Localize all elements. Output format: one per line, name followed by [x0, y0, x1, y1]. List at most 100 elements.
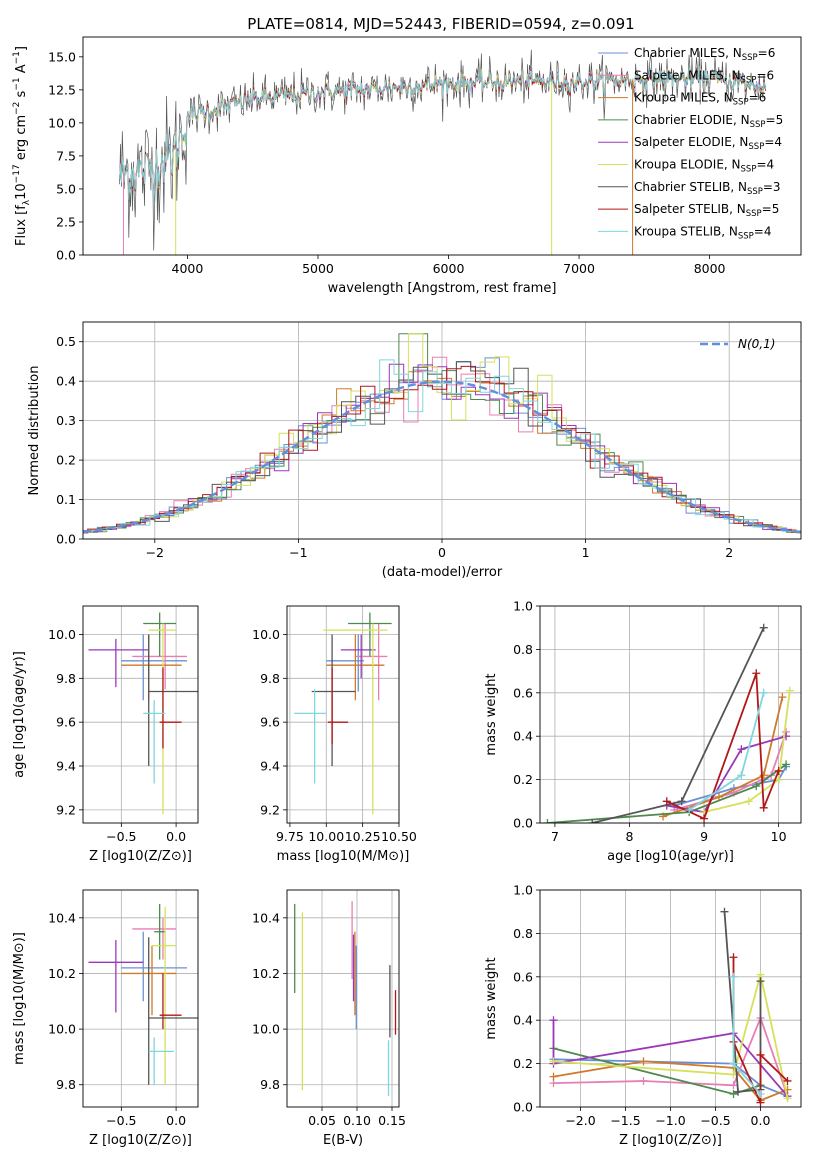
axes-weight_vs_age: 7 8 9 10 0.0 0.2 0.4 0.6 0.8 1.0 age [log10(age/yr… — [484, 599, 802, 864]
y-tick-label: 9.8 — [260, 671, 280, 686]
y-axis-label-part: ] — [14, 46, 29, 51]
x-tick-label: 9.75 — [276, 829, 304, 844]
y-tick-label: 0.0 — [513, 1100, 533, 1115]
weight-marker-kroupa_stelib — [756, 1089, 765, 1098]
x-tick-label: −1 — [289, 545, 307, 560]
x-tick-label: −2 — [146, 545, 164, 560]
x-tick-label: 9 — [700, 829, 708, 844]
weight-marker-chabrier_stelib — [588, 819, 597, 823]
y-tick-label: 9.2 — [260, 802, 280, 817]
legend-subscript: SSP — [733, 98, 749, 108]
y-axis-label: Flux [fλ10−17 erg cm−2 s−1 A−1] — [12, 46, 32, 246]
x-tick-label: 10 — [771, 829, 787, 844]
x-tick-label: 0 — [438, 545, 446, 560]
legend-suffix: =5 — [766, 113, 784, 127]
weight-line-kroupa_elodie — [553, 974, 789, 1099]
y-axis-label-part: λ — [22, 199, 32, 205]
y-tick-label: 0.6 — [513, 685, 533, 700]
y-axis-label: Normed distribution — [27, 366, 42, 496]
legend-subscript: SSP — [741, 165, 757, 175]
y-tick-label: 9.4 — [56, 759, 76, 774]
x-axis-label: wavelength [Angstrom, rest frame] — [328, 281, 557, 296]
legend-subscript: SSP — [742, 53, 758, 63]
weight-line-kroupa_elodie — [703, 690, 791, 813]
weight-marker-chabrier_stelib — [677, 797, 686, 806]
y-tick-label: 0.2 — [56, 453, 76, 468]
weight-marker-kroupa_stelib — [759, 688, 768, 697]
figure-title: PLATE=0814, MJD=52443, FIBERID=0594, z=0… — [247, 15, 634, 33]
x-tick-label: 10.50 — [381, 829, 417, 844]
x-axis-label: Z [log10(Z/Z⊙)] — [89, 849, 192, 864]
axes-frame — [286, 889, 400, 1108]
y-tick-label: 9.8 — [56, 1077, 76, 1092]
y-axis-label-part: −2 — [12, 102, 22, 115]
weight-marker-salpeter_miles — [729, 1081, 738, 1090]
y-tick-label: 0.6 — [513, 969, 533, 984]
y-tick-label: 0.8 — [513, 642, 533, 657]
y-tick-label: 0.0 — [56, 532, 76, 547]
legend-prefix: Salpeter ELODIE, N — [634, 135, 748, 149]
y-tick-label: 9.2 — [56, 802, 76, 817]
hist-step-kroupa_stelib — [83, 359, 801, 533]
hist-step-chabrier_elodie — [83, 333, 801, 534]
weight-marker-chabrier_elodie — [752, 782, 761, 791]
weight-marker-kroupa_elodie — [785, 686, 794, 695]
legend-prefix: Chabrier STELIB, N — [634, 180, 747, 194]
y-tick-label: 0.4 — [513, 729, 533, 744]
plot-area-weight_vs_age — [543, 623, 794, 823]
axes-frame — [539, 605, 802, 824]
y-tick-label: 0.4 — [513, 1013, 533, 1028]
y-tick-label: 10.0 — [48, 1022, 76, 1037]
x-tick-label: 5000 — [302, 261, 334, 276]
x-axis-label: E(B-V) — [323, 1133, 363, 1148]
y-tick-label: 9.4 — [260, 759, 280, 774]
weight-marker-salpeter_elodie — [549, 1016, 558, 1025]
x-tick-label: −0.5 — [106, 829, 136, 844]
x-tick-label: 0.0 — [166, 829, 186, 844]
weight-marker-chabrier_elodie — [729, 1089, 738, 1098]
y-tick-label: 9.8 — [260, 1077, 280, 1092]
weight-line-kroupa_miles — [662, 696, 784, 818]
axes-weight_vs_Z: −2.0 −1.5 −1.0 −0.5 0.0 0.0 0.2 0.4 0.6 0.8 1.0 Z [… — [484, 883, 802, 1148]
y-tick-label: 9.8 — [56, 671, 76, 686]
x-tick-label: −2.0 — [565, 1113, 595, 1128]
plot-area-weight_vs_Z — [549, 907, 792, 1107]
weight-marker-kroupa_elodie — [783, 1094, 792, 1103]
weight-marker-salpeter_stelib — [752, 669, 761, 678]
legend-entry-kroupa_miles: Kroupa MILES, NSSP=6 — [634, 91, 766, 108]
x-tick-label: −1.0 — [655, 1113, 685, 1128]
y-tick-label: 10.4 — [48, 910, 76, 925]
legend-entry-salpeter_elodie: Salpeter ELODIE, NSSP=4 — [634, 135, 782, 152]
y-tick-label: 9.6 — [56, 715, 76, 730]
x-tick-label: 0.15 — [378, 1113, 406, 1128]
weight-marker-kroupa_stelib — [737, 771, 746, 780]
axes-mass_vs_ebv: 0.05 0.10 0.15 9.8 10.0 10.2 10.4 E(B-V) — [252, 889, 406, 1148]
axes-frame — [82, 36, 802, 256]
plot-area-mass_vs_ebv — [294, 901, 397, 1096]
weight-marker-chabrier_stelib — [720, 907, 729, 916]
axes-frame — [82, 889, 199, 1108]
hist-step-kroupa_miles — [83, 371, 801, 533]
weight-marker-kroupa_stelib — [729, 972, 738, 981]
plots-layer: 4000 5000 6000 7000 80000.02.55.07.510.012.5… — [12, 36, 802, 1148]
legend-suffix: =6 — [756, 68, 774, 82]
y-tick-label: 10.0 — [252, 1022, 280, 1037]
weight-marker-chabrier_elodie — [543, 819, 552, 823]
weight-marker-salpeter_stelib — [700, 814, 709, 823]
weight-marker-salpeter_stelib — [759, 803, 768, 812]
axes-frame — [286, 605, 400, 824]
y-tick-label: 15.0 — [48, 49, 76, 64]
y-tick-label: 10.2 — [48, 966, 76, 981]
legend-prefix: Salpeter STELIB, N — [634, 202, 746, 216]
legend-entry-salpeter_miles: Salpeter MILES, NSSP=6 — [634, 68, 774, 85]
x-axis-label: Z [log10(Z/Z⊙)] — [89, 1133, 192, 1148]
y-axis-label-part: erg cm — [14, 115, 29, 164]
legend-subscript: SSP — [747, 187, 763, 197]
axes-mass_vs_Z: −0.5 0.0 9.8 10.0 10.2 10.4 Z [log10(Z/Z⊙)] mas… — [12, 889, 199, 1148]
legend-suffix: =5 — [762, 202, 780, 216]
x-tick-label: 10.25 — [345, 829, 381, 844]
legend-subscript: SSP — [746, 209, 762, 219]
axes-frame — [539, 889, 802, 1108]
